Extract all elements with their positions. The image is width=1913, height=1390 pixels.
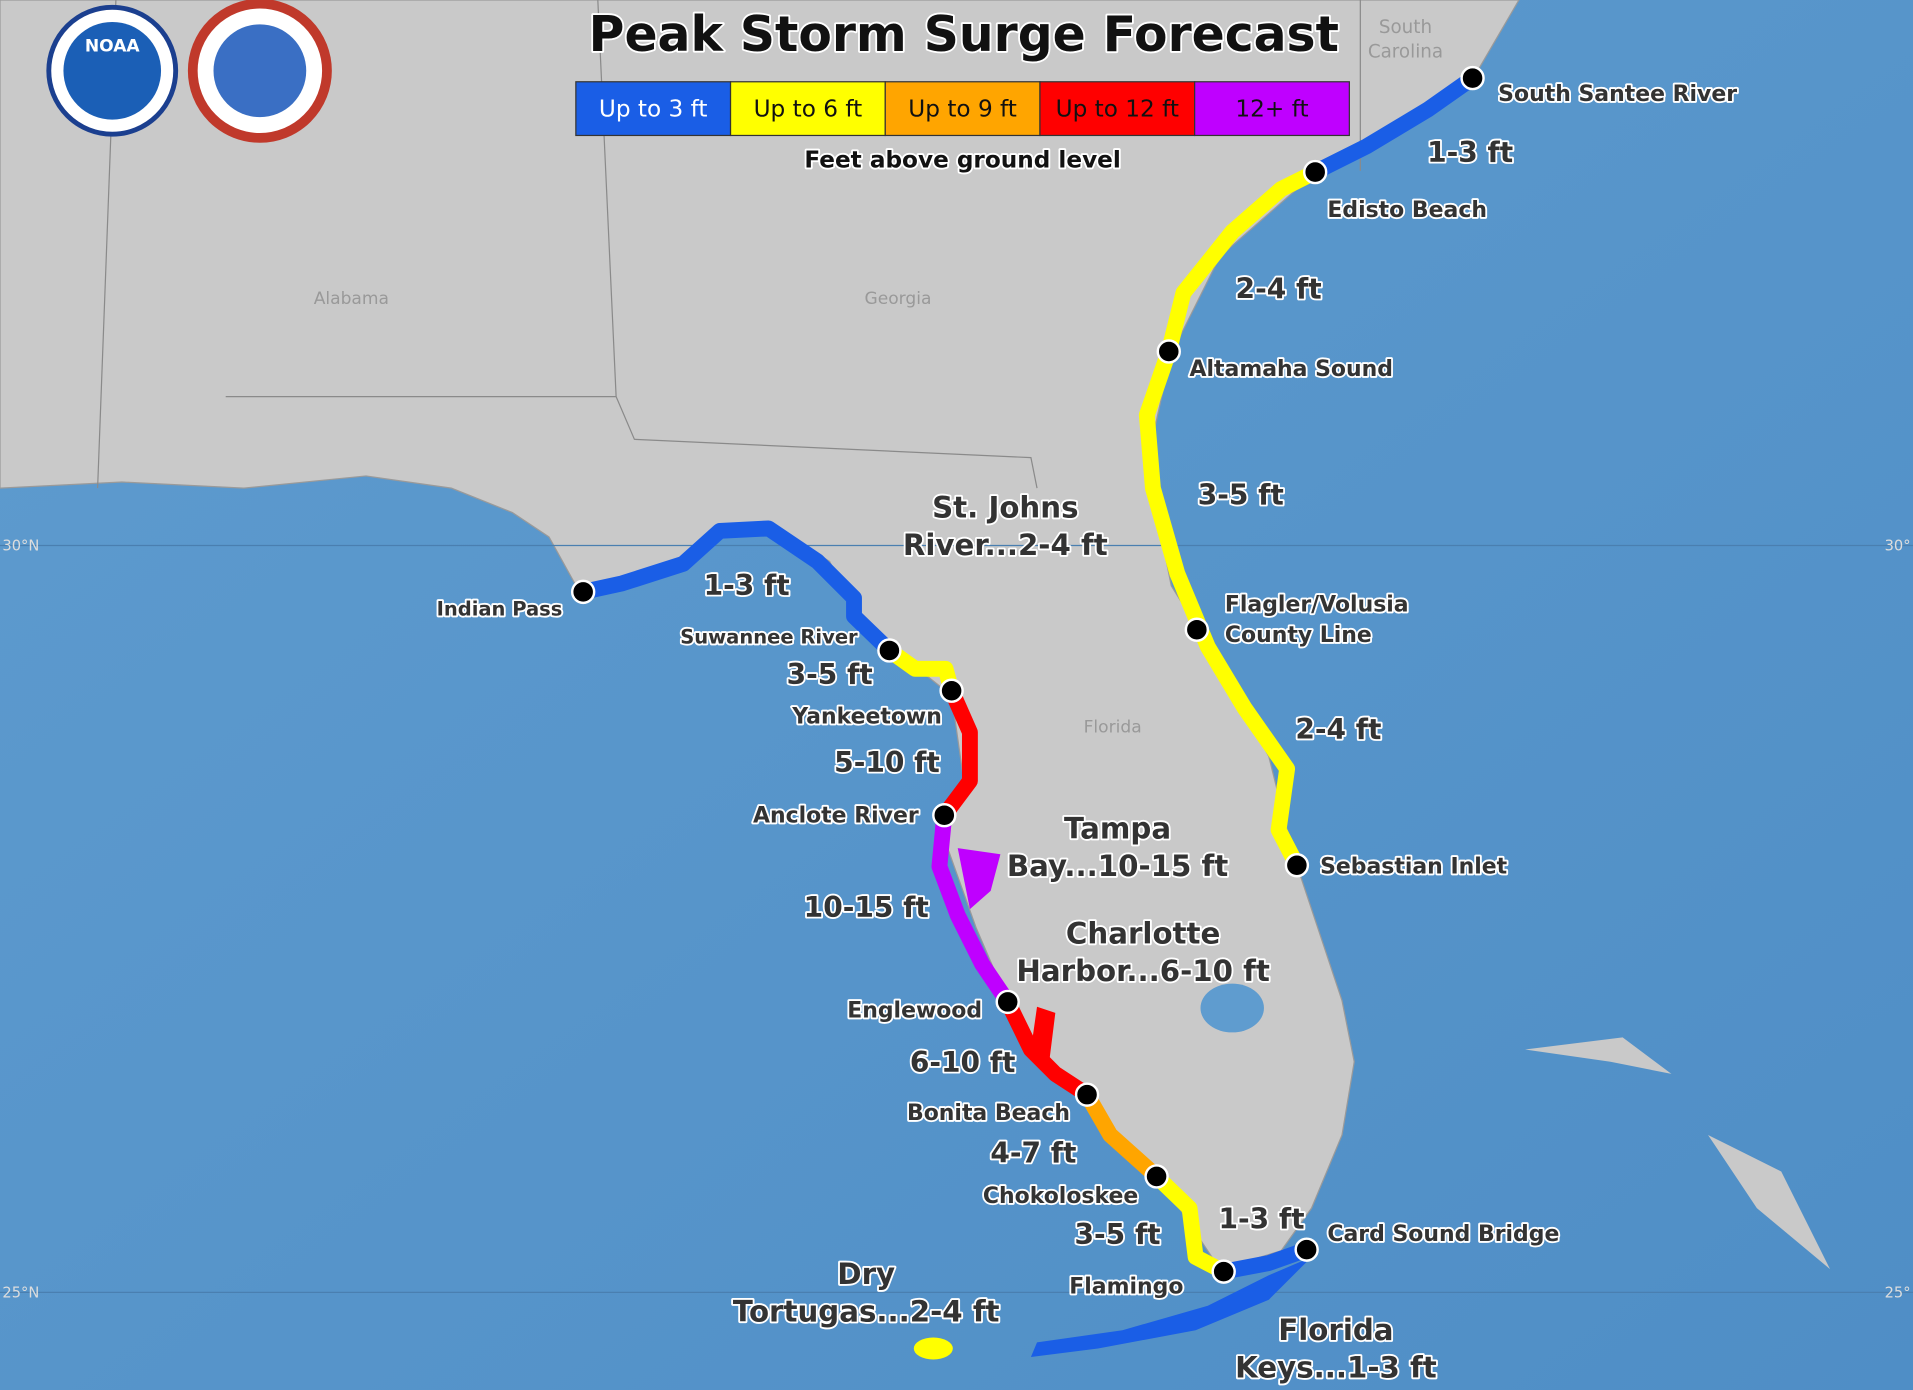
surge-segment — [1138, 164, 1324, 874]
place-label: Suwannee River — [680, 626, 858, 649]
place-label: County Line — [1225, 623, 1372, 648]
state-label: Alabama — [314, 289, 389, 309]
legend-label: Up to 12 ft — [1056, 95, 1179, 122]
charlotte-surge — [1030, 1006, 1056, 1062]
place-label: Indian Pass — [437, 598, 563, 621]
keys-surge — [1030, 1256, 1312, 1358]
area-label: Florida — [1278, 1313, 1393, 1347]
legend-swatch — [575, 81, 732, 137]
place-label: Edisto Beach — [1327, 198, 1487, 223]
surge-label: 1-3 ft — [1218, 1202, 1304, 1235]
surge-label: 2-4 ft — [1236, 272, 1322, 305]
surge-label: 6-10 ft — [910, 1046, 1016, 1079]
legend-swatch — [884, 81, 1041, 137]
header: NOAA Peak Storm Surge Forecast Feet abov… — [46, 0, 1341, 175]
latitude-label: 30°N — [2, 538, 39, 555]
legend-swatch — [1194, 81, 1350, 137]
surge-segment — [999, 993, 1095, 1103]
surge-label: 3-5 ft — [787, 658, 873, 691]
location-dot — [995, 989, 1020, 1015]
place-label: Flamingo — [1069, 1274, 1183, 1299]
surge-label: 4-7 ft — [990, 1136, 1076, 1169]
location-dot — [1074, 1082, 1100, 1107]
surge-label: 5-10 ft — [834, 746, 940, 779]
surge-label: 1-3 ft — [704, 569, 790, 602]
place-label: Card Sound Bridge — [1327, 1222, 1559, 1247]
place-label: Sebastian Inlet — [1320, 855, 1507, 880]
tortugas-surge — [913, 1337, 953, 1360]
location-dot — [939, 678, 964, 703]
surge-label: 2-4 ft — [1295, 713, 1381, 746]
logo-text: NOAA — [85, 36, 141, 56]
location-dot — [877, 638, 902, 663]
place-label: Bonita Beach — [907, 1101, 1070, 1126]
surge-segment — [1148, 1168, 1232, 1280]
place-label: Englewood — [847, 999, 982, 1024]
place-label: South Santee River — [1498, 82, 1737, 107]
location-dot — [1302, 159, 1328, 185]
location-dot — [1211, 1259, 1236, 1284]
location-dot — [1156, 339, 1181, 364]
location-dot — [1184, 617, 1210, 642]
latitude-label: 25° — [1885, 1285, 1911, 1302]
surge-segment — [931, 807, 1016, 1010]
area-label: Tampa — [1064, 811, 1171, 845]
area-label: St. Johns — [932, 490, 1078, 524]
noaa-logo-inner — [63, 21, 162, 120]
surge-segment — [936, 682, 978, 824]
legend-note: Feet above ground level — [804, 147, 1120, 174]
latitude-label: 30° — [1885, 538, 1911, 555]
location-dot — [570, 579, 596, 605]
surge-label: 1-3 ft — [1427, 136, 1513, 169]
tampa-bay-surge — [957, 848, 1001, 910]
surge-label: 3-5 ft — [1198, 479, 1284, 512]
surge-label: 3-5 ft — [1075, 1218, 1161, 1251]
area-label: Bay...10-15 ft — [1007, 849, 1228, 883]
legend-swatch — [729, 81, 886, 137]
surge-segment — [1079, 1086, 1165, 1185]
borders — [0, 0, 1913, 1293]
area-label: Keys...1-3 ft — [1235, 1351, 1437, 1385]
state-label: Florida — [1084, 717, 1142, 737]
legend-label: Up to 3 ft — [599, 95, 708, 122]
location-dot — [1284, 853, 1310, 878]
legend-swatch — [1039, 81, 1196, 137]
surge-segment — [1215, 1241, 1315, 1280]
title: Peak Storm Surge Forecast — [589, 6, 1339, 63]
state-label: Georgia — [864, 289, 931, 309]
area-label: River...2-4 ft — [903, 528, 1108, 562]
location-dot — [1144, 1164, 1169, 1189]
area-label: Dry — [837, 1257, 895, 1291]
location-dot — [1460, 65, 1485, 91]
area-label: Harbor...6-10 ft — [1016, 954, 1269, 988]
nws-logo-inner — [213, 24, 307, 118]
area-label: Charlotte — [1066, 916, 1220, 950]
state-label: South — [1379, 17, 1432, 38]
state-label: Carolina — [1368, 41, 1443, 62]
lake — [1200, 983, 1264, 1033]
location-dot — [1294, 1237, 1319, 1262]
place-label: Altamaha Sound — [1190, 357, 1393, 382]
location-dot — [932, 803, 957, 828]
place-label: Chokoloskee — [983, 1184, 1138, 1209]
legend-label: 12+ ft — [1235, 95, 1308, 122]
surge-segment — [1307, 70, 1481, 181]
latitude-label: 25°N — [2, 1285, 39, 1302]
place-label: Anclote River — [753, 803, 919, 828]
legend-label: Up to 9 ft — [908, 95, 1017, 122]
surge-label: 10-15 ft — [804, 891, 929, 924]
legend-label: Up to 6 ft — [754, 95, 863, 122]
surge-segment — [575, 520, 898, 659]
place-label: Flagler/Volusia — [1225, 592, 1409, 617]
area-label: Tortugas...2-4 ft — [733, 1295, 1000, 1329]
place-label: Yankeetown — [791, 705, 942, 730]
